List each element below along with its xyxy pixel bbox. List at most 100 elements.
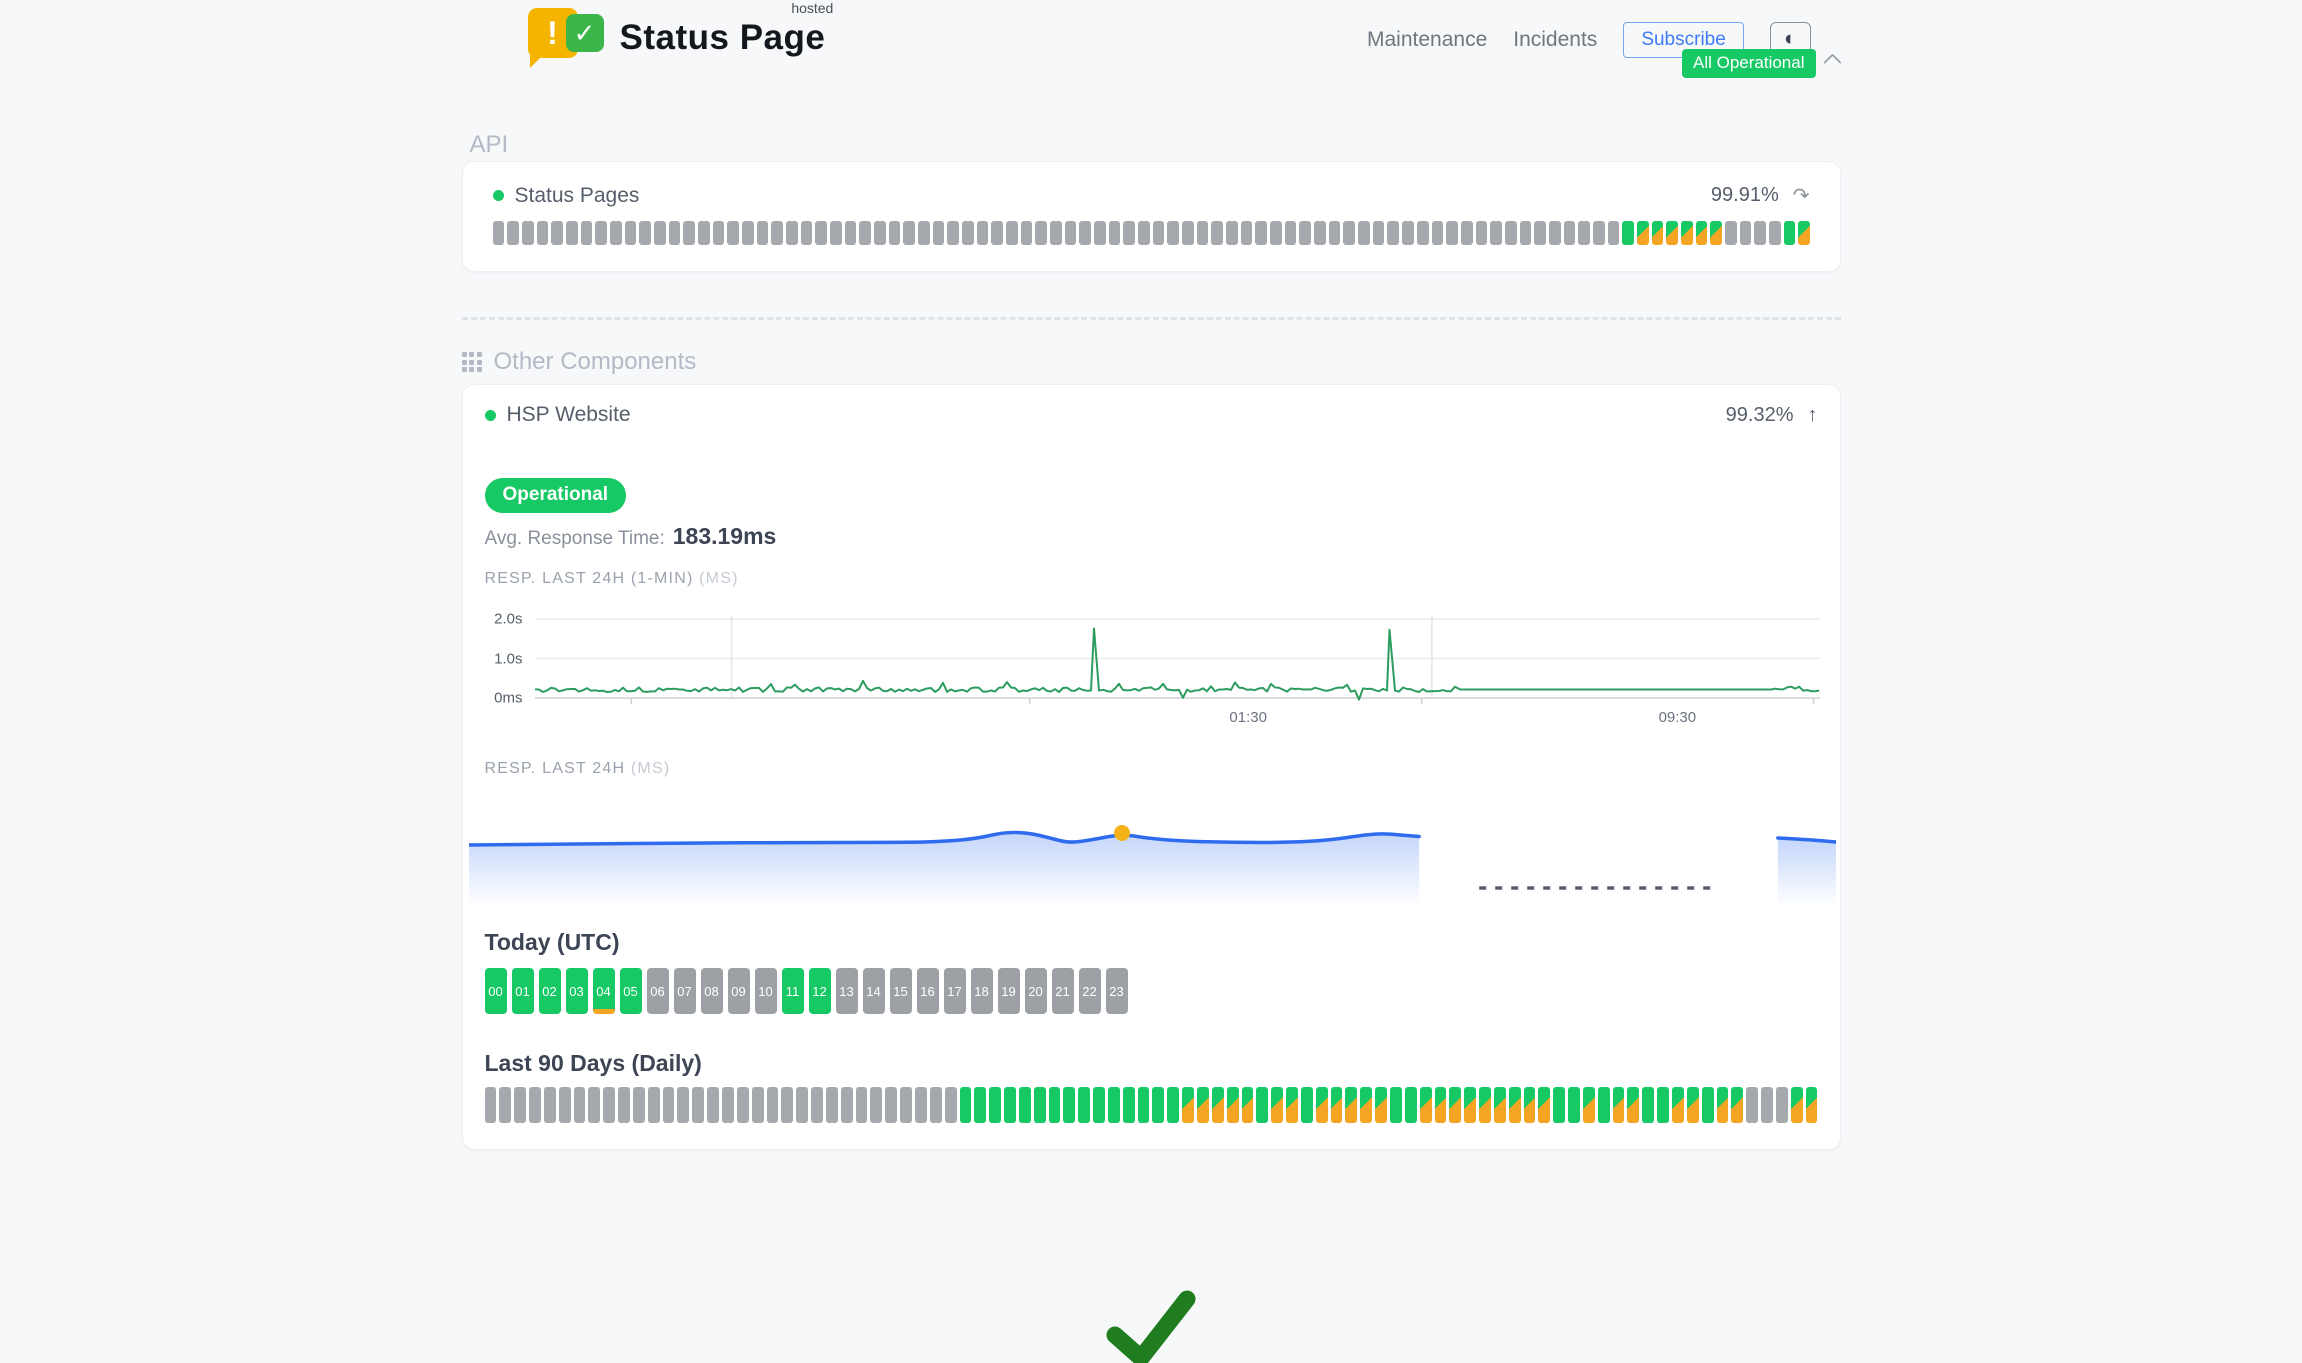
uptime-bar (1196, 221, 1209, 245)
uptime-bar (1167, 221, 1180, 245)
today-hours-strip: 00 01 02 03 04 05 06 07 08 09 10 11 12 13 14 15 16 17 18 19… (484, 968, 1818, 1014)
uptime-bar (751, 1087, 764, 1123)
uptime-bar (771, 221, 783, 245)
hour-cell-23: 23 (1105, 968, 1128, 1014)
uptime-bar (1330, 1087, 1343, 1123)
uptime-bar (1006, 221, 1018, 245)
uptime-bar (1064, 221, 1077, 245)
component-name: Status Pages (514, 183, 640, 207)
uptime-bar (1167, 1087, 1180, 1123)
hour-cell-04: 04 (592, 968, 615, 1014)
uptime-bar (1493, 1087, 1506, 1123)
uptime-bar (766, 1087, 779, 1123)
uptime-bar (1534, 221, 1546, 245)
hour-cell-22: 22 (1078, 968, 1101, 1014)
uptime-bar (1240, 221, 1253, 245)
hour-incident-marker (592, 1009, 615, 1014)
uptime-bar (1582, 1087, 1595, 1123)
uptime-bar (1768, 221, 1781, 245)
uptime-bar (1563, 221, 1576, 245)
operational-status-badge: Operational (484, 478, 627, 513)
uptime-bar (1538, 1087, 1551, 1123)
hour-cell-12: 12 (808, 968, 831, 1014)
uptime-bar (595, 221, 607, 245)
uptime-bar (1093, 1087, 1105, 1123)
uptime-bar (736, 1087, 749, 1123)
uptime-bar (1710, 221, 1722, 245)
daily-heading: Last 90 Days (Daily) (484, 1050, 702, 1076)
uptime-bar (1475, 221, 1488, 245)
uptime-bar (536, 221, 549, 245)
uptime-bar (1701, 1087, 1714, 1123)
nav-item-maintenance[interactable]: Maintenance (1367, 28, 1488, 51)
uptime-bar (991, 221, 1004, 245)
uptime-bar (1300, 1087, 1313, 1123)
big-check-icon (1106, 1290, 1196, 1363)
hour-cell-09: 09 (727, 968, 750, 1014)
uptime-bar (1050, 221, 1062, 245)
hour-cell-00: 00 (484, 968, 507, 1014)
uptime-bar (1622, 221, 1634, 245)
app-title: Status Page (619, 18, 826, 57)
hour-cell-02: 02 (538, 968, 561, 1014)
chart1-svg: 01:30 09:30 (534, 616, 1820, 726)
uptime-bar (900, 1087, 912, 1123)
hour-cell-06: 06 (646, 968, 669, 1014)
uptime-bar (1256, 1087, 1269, 1123)
chart1-y-axis-labels: 2.0s 1.0s 0ms (494, 610, 523, 707)
uptime-bar (1672, 1087, 1684, 1123)
uptime-bar (1270, 221, 1282, 245)
hour-cell-03: 03 (565, 968, 588, 1014)
uptime-bar (1271, 1087, 1284, 1123)
chart1-label: RESP. LAST 24H (1-MIN) (MS) (484, 570, 739, 587)
uptime-bar (1724, 221, 1737, 245)
theme-icon: ◐ (1783, 27, 1797, 51)
uptime-bar (811, 1087, 823, 1123)
uptime-bar (1783, 221, 1796, 245)
uptime-bar (707, 1087, 719, 1123)
uptime-bar (1004, 1087, 1016, 1123)
uptime-bar (1255, 221, 1268, 245)
uptime-bar (507, 221, 519, 245)
app-title-superscript: hosted (791, 0, 834, 16)
uptime-bar (1761, 1087, 1773, 1123)
uptime-bar (1152, 1087, 1165, 1123)
other-components-heading: Other Components (461, 348, 1841, 376)
refresh-icon[interactable]: ↷ (1792, 185, 1810, 207)
overall-status-badge[interactable]: All Operational (1681, 49, 1816, 78)
uptime-bar (565, 221, 578, 245)
uptime-bar (647, 1087, 660, 1123)
main-content: API Status Pages 99.91% ↷ Other Componen… (461, 131, 1841, 1363)
uptime-bar (1578, 221, 1590, 245)
response-line-chart: 2.0s 1.0s 0ms 01:30 09:30 (485, 610, 1820, 726)
uptime-bar (855, 1087, 868, 1123)
collapse-arrow-icon[interactable]: ↑ (1807, 403, 1818, 426)
nav-item-incidents[interactable]: Incidents (1513, 28, 1598, 51)
chevron-up-icon[interactable] (1822, 53, 1842, 72)
uptime-bar (741, 221, 754, 245)
uptime-bar (1519, 221, 1532, 245)
uptime-bar (1078, 1087, 1091, 1123)
uptime-bar (697, 221, 710, 245)
uptime-bar (1607, 221, 1620, 245)
component-row-status-pages[interactable]: Status Pages 99.91% ↷ (492, 183, 1810, 208)
uptime-bar (1612, 1087, 1625, 1123)
uptime-bar (727, 221, 739, 245)
status-dot (492, 190, 504, 201)
uptime-bar (1108, 221, 1121, 245)
uptime-bar (722, 1087, 734, 1123)
uptime-bar (989, 1087, 1002, 1123)
header: ! ✓ Status Page hosted Maintenance Incide… (0, 0, 2302, 78)
uptime-bar (1402, 221, 1414, 245)
uptime-bar (1123, 221, 1136, 245)
hour-cell-08: 08 (700, 968, 723, 1014)
uptime-bar (514, 1087, 527, 1123)
uptime-bar (1739, 221, 1752, 245)
uptime-bar (1449, 1087, 1462, 1123)
uptime-bar (870, 1087, 883, 1123)
uptime-bar (1479, 1087, 1491, 1123)
uptime-bar (1211, 1087, 1224, 1123)
uptime-bar (829, 221, 842, 245)
component-row-hsp-website[interactable]: HSP Website 99.32% ↑ (484, 403, 1818, 427)
uptime-bar (1419, 1087, 1432, 1123)
